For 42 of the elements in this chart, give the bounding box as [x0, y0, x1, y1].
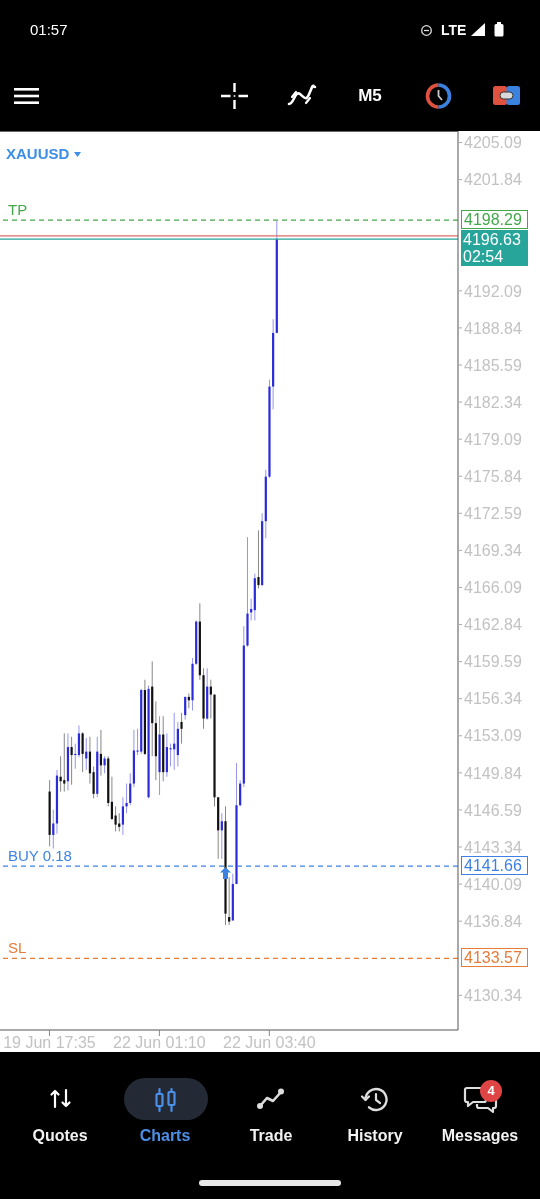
y-tick-label: 4146.59 [464, 801, 522, 819]
y-tick-label: 4205.09 [464, 134, 522, 152]
y-tick-label: 4179.09 [464, 430, 522, 448]
text: Trade [249, 1126, 293, 1146]
text: Quotes [32, 1126, 88, 1146]
y-tick-label: 4130.34 [464, 987, 522, 1004]
text: History [347, 1126, 403, 1146]
y-tick-label: 4192.09 [464, 282, 522, 300]
y-tick-label: 4175.84 [464, 467, 522, 485]
y-tick-label: 4169.34 [464, 542, 522, 560]
text: 02:54 [463, 248, 504, 267]
x-tick-label: 22 Jun 03:40 [223, 1034, 316, 1051]
text: 4196.63 [463, 231, 521, 250]
y-tick-label: 4143.34 [464, 838, 522, 856]
y-tick-label: 4153.09 [464, 727, 522, 745]
y-tick-label: 4182.34 [464, 393, 522, 411]
y-tick-label: 4159.59 [464, 653, 522, 671]
ref-line-label: BUY 0.18 [8, 847, 72, 865]
y-tick-label: 4185.59 [464, 356, 522, 374]
y-tick-label: 4140.09 [464, 875, 522, 893]
y-tick-label: 4188.84 [464, 319, 522, 337]
y-tick-label: 4162.84 [464, 616, 522, 634]
text: 4198.29 [464, 211, 522, 230]
y-tick-label: 4166.09 [464, 579, 522, 597]
ref-line-label: SL [8, 939, 27, 957]
text: XAUUSD [6, 144, 70, 164]
y-tick-label: 4172.59 [464, 504, 522, 522]
text: 4141.66 [464, 857, 522, 876]
x-tick-label: 22 Jun 01:10 [113, 1034, 206, 1051]
y-tick-label: 4136.84 [464, 912, 522, 930]
text: Charts [139, 1126, 191, 1146]
y-tick-label: 4149.84 [464, 764, 522, 782]
x-tick-label: 19 Jun 17:35 [3, 1034, 96, 1051]
text: 4 [487, 1082, 495, 1100]
text: 4133.57 [464, 949, 522, 968]
text: 01:57 [30, 20, 68, 40]
y-tick-label: 4201.84 [464, 171, 522, 189]
text: Messages [441, 1126, 519, 1146]
text: LTE [441, 21, 467, 40]
y-tick-label: 4156.34 [464, 690, 522, 708]
text: M5 [358, 86, 382, 106]
ref-line-label: TP [8, 201, 28, 219]
